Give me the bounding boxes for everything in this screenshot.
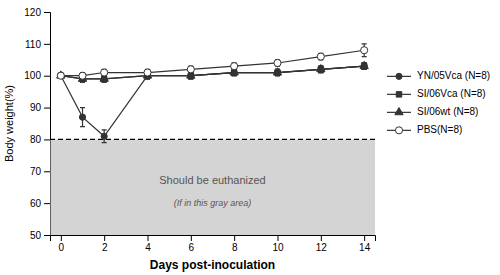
y-tick: 80 <box>30 134 50 145</box>
x-tick-label: 14 <box>359 242 371 253</box>
y-axis: 50 60 70 80 90 100 110 120 <box>24 7 50 241</box>
legend-label: YN/05Vca (N=8) <box>417 70 490 81</box>
x-tick-mark <box>278 235 279 241</box>
y-tick-mark <box>44 203 50 204</box>
x-tick: 12 <box>316 235 328 253</box>
y-tick: 60 <box>30 198 50 209</box>
series-line <box>61 66 364 136</box>
x-tick-mark <box>321 235 322 241</box>
data-point <box>58 73 63 78</box>
x-tick-label: 8 <box>232 242 238 253</box>
y-tick: 120 <box>24 7 50 18</box>
y-tick-mark <box>44 76 50 77</box>
legend-marker <box>395 108 403 115</box>
x-tick: 10 <box>272 235 284 253</box>
y-tick: 90 <box>30 102 50 113</box>
data-point <box>79 72 86 79</box>
y-tick: 100 <box>24 70 50 81</box>
y-tick-label: 50 <box>30 230 42 241</box>
data-point <box>101 133 107 139</box>
x-tick-mark <box>234 235 235 241</box>
y-tick: 70 <box>30 166 50 177</box>
chart: 0 2 4 6 8 10 12 14 50 60 70 80 90 100 110 120 Should be … <box>0 0 500 275</box>
x-axis: 0 2 4 6 8 10 12 14 <box>51 235 376 253</box>
legend-item: PBS(N=8) <box>387 124 462 135</box>
series <box>57 61 369 82</box>
y-tick-mark <box>44 44 50 45</box>
legend-item: YN/05Vca (N=8) <box>387 70 490 81</box>
x-tick: 6 <box>189 235 195 253</box>
y-tick-mark <box>44 108 50 109</box>
error-bar <box>80 108 85 127</box>
data-point <box>57 72 64 79</box>
legend-marker <box>395 127 402 134</box>
x-tick-mark <box>61 235 62 241</box>
y-axis-title: Body weight(%) <box>3 85 15 162</box>
series <box>58 63 368 143</box>
series-line <box>61 50 364 75</box>
error-bar <box>102 130 107 143</box>
x-tick-label: 12 <box>316 242 328 253</box>
legend-label: SI/06Vca (N=8) <box>417 88 486 99</box>
y-tick-mark <box>44 139 50 140</box>
y-tick-mark <box>44 171 50 172</box>
data-point <box>101 69 108 76</box>
x-tick: 8 <box>232 235 238 253</box>
x-tick: 14 <box>359 235 371 253</box>
y-tick-label: 70 <box>30 166 42 177</box>
data-point <box>361 47 368 54</box>
x-tick-mark <box>148 235 149 241</box>
data-point <box>187 66 194 73</box>
x-tick: 2 <box>102 235 108 253</box>
y-tick-label: 100 <box>24 70 41 81</box>
x-tick-label: 0 <box>59 242 65 253</box>
legend-item: SI/06Vca (N=8) <box>387 88 486 99</box>
x-tick-mark <box>104 235 105 241</box>
legend-marker <box>396 92 401 97</box>
data-point <box>274 59 281 66</box>
legend-marker <box>396 73 402 79</box>
legend-label: SI/06wt (N=8) <box>417 106 478 117</box>
y-tick-label: 60 <box>30 198 42 209</box>
plot-area: 0 2 4 6 8 10 12 14 50 60 70 80 90 100 110 120 Should be … <box>24 7 375 253</box>
series <box>57 44 367 79</box>
y-tick: 50 <box>30 230 50 241</box>
data-point <box>79 114 85 120</box>
data-point <box>273 68 281 75</box>
legend: YN/05Vca (N=8) SI/06Vca (N=8) SI/06wt (N=8… <box>387 70 490 135</box>
y-tick-label: 110 <box>25 39 41 50</box>
x-tick-label: 2 <box>102 242 108 253</box>
x-tick-label: 6 <box>189 242 195 253</box>
x-tick-mark <box>191 235 192 241</box>
y-tick-mark <box>44 12 50 13</box>
data-point <box>360 61 368 68</box>
data-point <box>317 53 324 60</box>
data-point <box>317 65 325 72</box>
x-axis-line <box>51 236 376 242</box>
y-axis-line <box>44 13 51 236</box>
plot-content <box>50 44 375 235</box>
legend-label: PBS(N=8) <box>417 124 462 135</box>
data-point <box>144 69 151 76</box>
y-tick-label: 90 <box>30 102 42 113</box>
annotation: Should be euthanized <box>159 174 265 186</box>
x-tick-label: 10 <box>272 242 284 253</box>
data-point <box>231 63 238 70</box>
y-tick-label: 120 <box>24 7 41 18</box>
x-tick: 4 <box>145 235 151 253</box>
shaded-band <box>50 139 375 235</box>
y-tick-mark <box>44 235 50 236</box>
x-tick: 0 <box>59 235 65 253</box>
y-tick: 110 <box>25 39 50 50</box>
x-axis-title: Days post-inoculation <box>150 258 275 272</box>
x-tick-label: 4 <box>145 242 151 253</box>
legend-item: SI/06wt (N=8) <box>387 106 478 117</box>
data-point <box>58 73 64 79</box>
annotation: (If in this gray area) <box>174 198 252 208</box>
y-tick-label: 80 <box>30 134 42 145</box>
reference-line <box>50 139 375 140</box>
series <box>58 63 367 82</box>
x-tick-mark <box>364 235 365 241</box>
